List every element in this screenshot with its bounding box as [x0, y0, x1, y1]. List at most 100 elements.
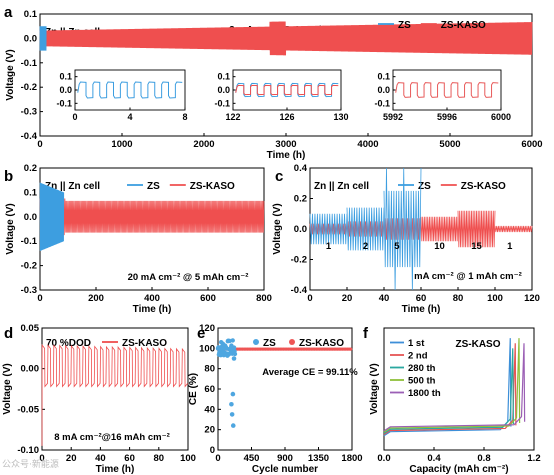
y-tick-label: 120 [199, 323, 215, 334]
series-line [39, 198, 265, 236]
series-line [39, 182, 65, 251]
panel-title: ZS-KASO [456, 339, 501, 350]
panel-letter: e [197, 325, 205, 342]
y-tick-label: -0.05 [17, 404, 39, 415]
y-tick-label: -0.1 [214, 98, 230, 108]
rate-label: 10 [434, 241, 445, 252]
y-tick-label: 100 [199, 343, 215, 354]
y-tick-label: 0.1 [59, 72, 72, 82]
series-line [41, 343, 189, 446]
y-tick-label: -0.3 [21, 285, 37, 296]
legend-entry: ZS-KASO [461, 181, 506, 192]
x-tick-label: 450 [244, 453, 260, 464]
series-line [309, 223, 348, 235]
x-axis-label: Cycle number [252, 464, 318, 475]
condition-label: 8 mA cm⁻²@16 mAh cm⁻² [54, 432, 170, 443]
panel-f: 0.0 0.4 0.8 1.2 Capacity (mAh cm⁻²) Voltage (… [369, 327, 541, 475]
inset-plot: 0 4 8 0.1 0.0 -0.1 [56, 69, 188, 122]
data-point [230, 338, 235, 343]
series-line [346, 207, 385, 251]
series-line [39, 21, 533, 56]
series-line [383, 338, 512, 437]
y-tick-label: 0.0 [59, 85, 72, 95]
inset-series-line [77, 81, 183, 99]
data-point [349, 347, 353, 351]
x-tick-label: 0 [307, 293, 312, 304]
x-tick-label: 1000 [111, 139, 132, 150]
x-tick-label: 600 [200, 293, 216, 304]
y-tick-label: -0.2 [21, 261, 37, 272]
x-tick-label: 0 [39, 453, 44, 464]
y-tick-label: 0.2 [24, 163, 37, 174]
x-tick-label: 100 [487, 293, 503, 304]
y-axis-label: Voltage (V) [5, 49, 16, 100]
x-tick-label: 122 [225, 112, 240, 122]
legend-entry: 2 nd [408, 351, 428, 362]
x-axis-label: Time (h) [267, 150, 306, 161]
x-tick-label: 40 [95, 453, 106, 464]
y-tick-label: 0.0 [217, 85, 230, 95]
y-tick-label: 80 [204, 364, 215, 375]
y-tick-label: -0.2 [291, 255, 307, 266]
dod-label: 70 %DOD [46, 338, 91, 349]
x-tick-label: 60 [416, 293, 427, 304]
y-tick-label: -0.4 [291, 285, 308, 296]
panel-e: 0 450 900 1350 1800 0 20 40 60 80 100 120 Cycle numb… [188, 323, 363, 475]
y-tick-label: 0 [210, 445, 215, 456]
x-tick-label: 0.0 [377, 453, 390, 464]
y-tick-label: 0.00 [21, 364, 40, 375]
panel-letter: c [275, 168, 283, 185]
legend-entry: 1 st [408, 338, 425, 349]
x-tick-label: 6000 [521, 139, 542, 150]
data-point [229, 401, 234, 407]
data-point [230, 391, 236, 397]
condition-label: 20 mA cm⁻² @ 5 mAh cm⁻² [128, 272, 249, 283]
panel-letter: d [4, 325, 13, 342]
panel-d: 0 20 40 60 80 100 -0.10 -0.05 0.00 0.05 Time (h) Vo… [2, 323, 196, 475]
y-tick-label: 0.0 [24, 212, 37, 223]
y-tick-label: 20 [204, 425, 215, 436]
legend-entry: ZS [418, 181, 431, 192]
x-tick-label: 0 [215, 453, 220, 464]
x-tick-label: 0 [37, 293, 42, 304]
x-tick-label: 0.4 [427, 453, 441, 464]
x-tick-label: 60 [124, 453, 135, 464]
y-axis-label: Voltage (V) [5, 203, 16, 254]
data-point [229, 412, 235, 417]
panel-letter: f [363, 325, 369, 342]
x-tick-label: 100 [180, 453, 196, 464]
panel-a: 0 1000 2000 3000 4000 5000 6000 -0.4 -0.3 -0.2 -0.… [5, 9, 543, 161]
data-point [231, 345, 237, 350]
x-tick-label: 20 [342, 293, 353, 304]
series-line [39, 26, 47, 51]
series-line [383, 343, 526, 432]
y-axis-label: Voltage (V) [272, 203, 283, 254]
series-line [494, 225, 533, 233]
y-tick-label: 0.1 [377, 72, 390, 82]
x-tick-label: 1350 [308, 453, 329, 464]
inset-plot: 5992 5996 6000 0.1 0.0 -0.1 [374, 69, 511, 122]
rate-label: 2 [363, 241, 368, 252]
data-point [230, 423, 236, 428]
average-ce-label: Average CE = 99.11% [262, 367, 358, 378]
cell-label: Zn || Zn cell [45, 181, 100, 192]
x-tick-label: 900 [277, 453, 293, 464]
y-axis-label: CE (%) [188, 373, 199, 405]
series-line [346, 221, 385, 237]
inset-frame [74, 69, 186, 111]
series-line [383, 343, 517, 436]
x-tick-label: 5000 [439, 139, 460, 150]
legend-entry: ZS-KASO [122, 338, 167, 349]
data-point [232, 351, 238, 357]
y-axis-label: Voltage (V) [2, 363, 13, 414]
panel-letter: b [4, 168, 13, 185]
legend-entry: 500 th [408, 376, 436, 387]
data-point [218, 352, 223, 358]
legend-marker [253, 339, 259, 345]
y-tick-label: 0.1 [24, 187, 38, 198]
series-line [383, 338, 521, 433]
condition-label: mA cm⁻² @ 1 mAh cm⁻² [414, 271, 522, 282]
x-tick-label: 4 [127, 112, 132, 122]
x-axis-label: Time (h) [133, 304, 172, 315]
